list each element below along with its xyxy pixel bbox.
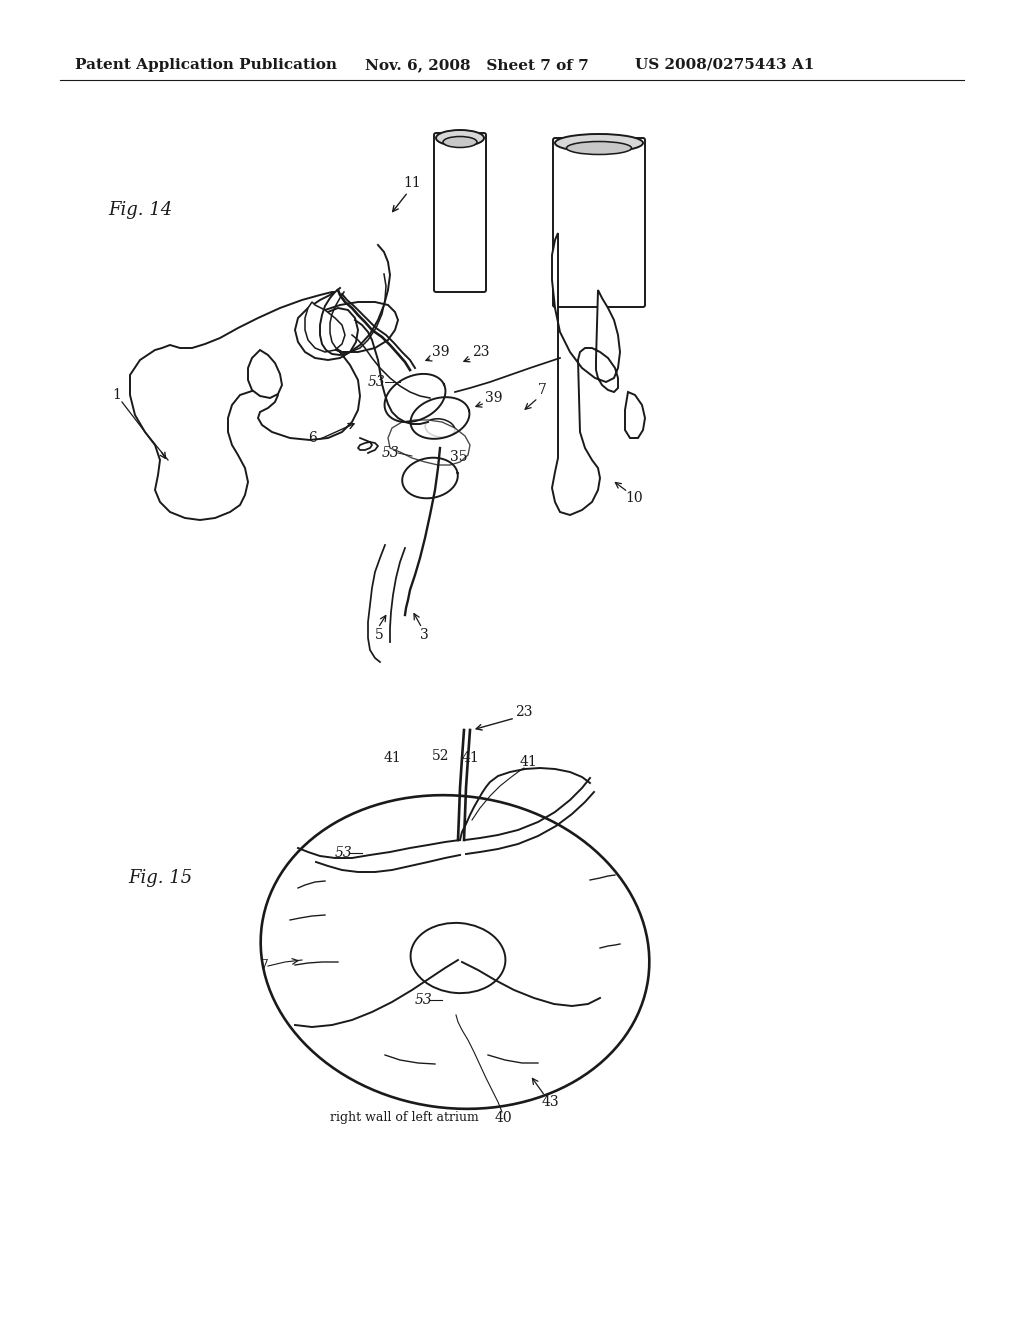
FancyBboxPatch shape <box>553 139 645 308</box>
Polygon shape <box>625 392 645 438</box>
FancyBboxPatch shape <box>434 133 486 292</box>
Text: 53: 53 <box>335 846 352 861</box>
Text: 41: 41 <box>462 751 480 766</box>
Text: 7: 7 <box>260 960 269 973</box>
Text: right wall of left atrium: right wall of left atrium <box>330 1111 479 1125</box>
Polygon shape <box>248 350 282 399</box>
Ellipse shape <box>425 418 455 437</box>
Ellipse shape <box>261 795 649 1109</box>
Text: Patent Application Publication: Patent Application Publication <box>75 58 337 73</box>
Polygon shape <box>388 420 470 465</box>
Text: 10: 10 <box>625 491 643 506</box>
Text: 7: 7 <box>538 383 547 397</box>
Text: Fig. 14: Fig. 14 <box>108 201 172 219</box>
Text: 53: 53 <box>415 993 433 1007</box>
Text: 3: 3 <box>420 628 429 642</box>
Text: 23: 23 <box>472 345 489 359</box>
Text: US 2008/0275443 A1: US 2008/0275443 A1 <box>635 58 814 73</box>
Ellipse shape <box>411 923 506 993</box>
Ellipse shape <box>443 136 477 148</box>
Text: 43: 43 <box>542 1096 560 1109</box>
Text: 6: 6 <box>308 432 316 445</box>
Text: 35: 35 <box>450 450 468 465</box>
Text: 23: 23 <box>515 705 532 719</box>
Text: 39: 39 <box>432 345 450 359</box>
Polygon shape <box>552 234 620 515</box>
Text: 11: 11 <box>403 176 421 190</box>
Polygon shape <box>305 302 345 352</box>
Text: 41: 41 <box>520 755 538 770</box>
Ellipse shape <box>436 129 484 147</box>
Text: 39: 39 <box>485 391 503 405</box>
Text: 40: 40 <box>495 1111 513 1125</box>
Text: Nov. 6, 2008   Sheet 7 of 7: Nov. 6, 2008 Sheet 7 of 7 <box>365 58 589 73</box>
Text: 53: 53 <box>368 375 386 389</box>
Polygon shape <box>130 292 398 520</box>
Text: 5: 5 <box>375 628 384 642</box>
Text: 1: 1 <box>112 388 121 403</box>
Text: 41: 41 <box>384 751 401 766</box>
Text: 53: 53 <box>382 446 399 459</box>
Text: Fig. 15: Fig. 15 <box>128 869 193 887</box>
Ellipse shape <box>555 135 643 152</box>
Text: 52: 52 <box>432 748 450 763</box>
Ellipse shape <box>566 141 632 154</box>
